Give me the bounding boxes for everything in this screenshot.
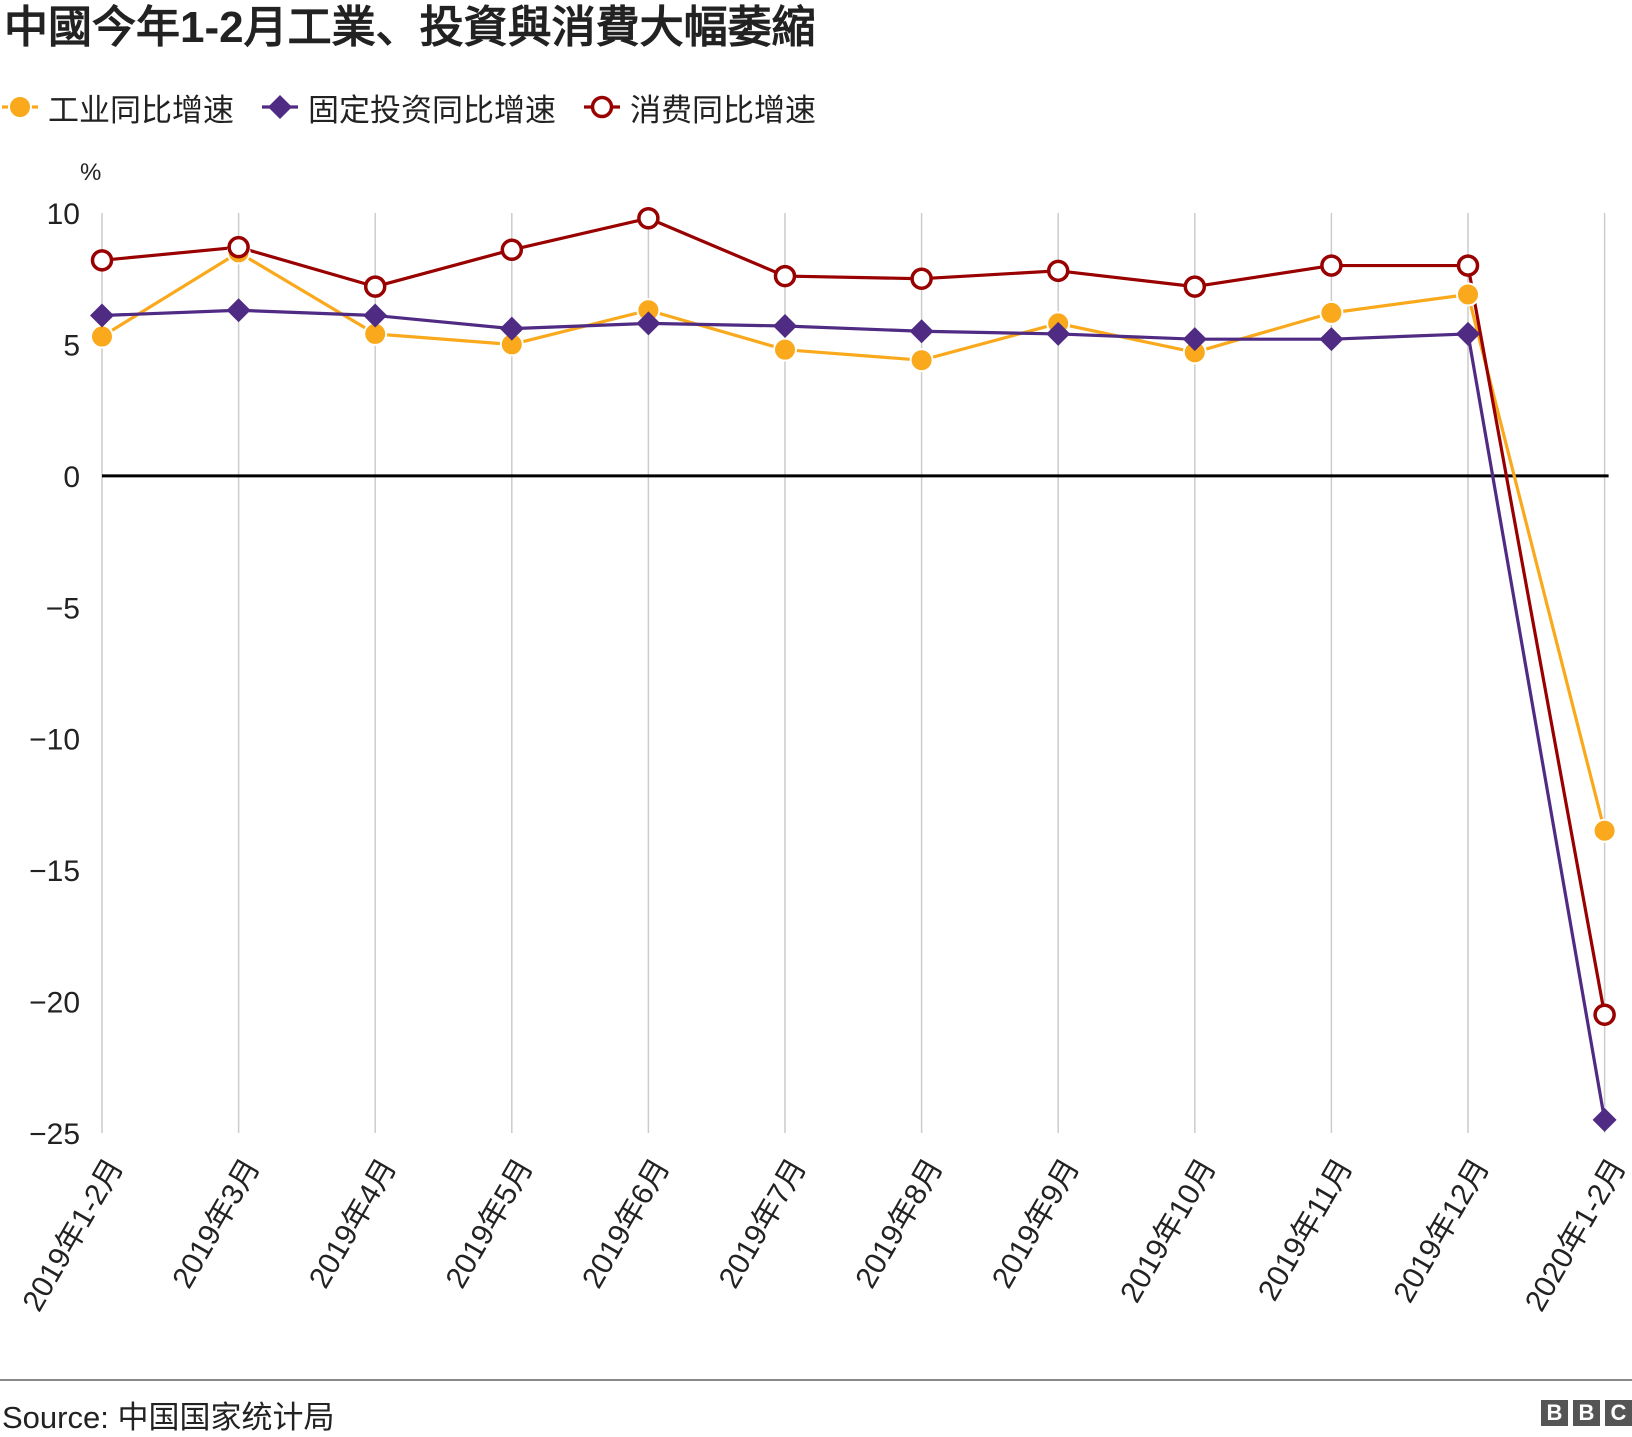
y-tick-label: 0 (63, 461, 80, 494)
bbc-logo-letter: B (1541, 1400, 1568, 1426)
legend-marker-icon (584, 95, 620, 119)
bbc-logo: B B C (1536, 1400, 1632, 1426)
data-point (590, 95, 614, 119)
data-point (90, 324, 114, 349)
legend-item: 工业同比增速 (0, 85, 234, 130)
x-tick-label: 2020年1-2月 (1519, 1153, 1632, 1317)
data-point (1046, 321, 1071, 346)
x-tick-label: 2019年1-2月 (16, 1153, 130, 1317)
bbc-logo-letter: C (1605, 1400, 1632, 1426)
legend: 工业同比增速 固定投资同比增速 消费同比增速 (0, 82, 842, 132)
data-point (1593, 1003, 1616, 1026)
data-point (773, 314, 797, 339)
x-tick-label: 2019年12月 (1387, 1153, 1496, 1308)
data-point (227, 235, 250, 259)
legend-label: 固定投资同比增速 (308, 92, 556, 128)
x-tick-label: 2019年7月 (713, 1153, 813, 1294)
data-point (1456, 254, 1480, 277)
y-tick-label: −5 (46, 592, 80, 625)
data-point (1592, 818, 1617, 843)
y-tick-label: −25 (29, 1118, 80, 1151)
data-point (1456, 282, 1480, 307)
x-tick-label: 2019年8月 (849, 1153, 949, 1294)
data-point (8, 95, 32, 119)
data-point (1456, 321, 1480, 346)
x-tick-label: 2019年6月 (576, 1153, 676, 1294)
x-tick-label: 2019年11月 (1252, 1153, 1360, 1306)
data-point (1319, 300, 1344, 325)
data-point (363, 303, 388, 328)
data-point (499, 316, 524, 341)
data-point (1320, 254, 1343, 277)
data-point (500, 238, 524, 262)
x-tick-label: 2019年4月 (303, 1153, 403, 1294)
data-point (636, 311, 661, 336)
data-point (90, 249, 114, 272)
y-tick-label: −10 (29, 724, 80, 757)
series-line (101, 308, 1607, 1121)
source-note: Source: 中国国家统计局 (2, 1400, 335, 1435)
x-tick-label: 2019年10月 (1114, 1153, 1223, 1308)
y-axis-unit-label: % (80, 159, 101, 186)
y-tick-label: 5 (63, 329, 80, 362)
data-point (773, 264, 797, 288)
series-line (101, 250, 1607, 832)
data-point (268, 95, 292, 119)
footer-divider (0, 1379, 1632, 1381)
data-point (637, 207, 660, 230)
legend-marker-icon (2, 95, 38, 119)
data-point (909, 319, 934, 344)
data-point (910, 267, 933, 290)
y-tick-label: 10 (47, 198, 80, 231)
y-tick-label: −15 (29, 855, 80, 888)
legend-label: 工业同比增速 (48, 92, 234, 128)
legend-item: 固定投资同比增速 (260, 85, 556, 130)
data-point (226, 298, 251, 323)
data-point (909, 348, 934, 373)
y-tick-label: −20 (29, 987, 80, 1020)
data-point (1319, 327, 1344, 352)
bbc-logo-letter: B (1573, 1400, 1600, 1426)
data-point (90, 303, 114, 328)
legend-item: 消费同比增速 (582, 85, 816, 130)
x-tick-label: 2019年9月 (986, 1153, 1086, 1294)
legend-label: 消费同比增速 (630, 92, 816, 128)
series-line (101, 216, 1607, 1016)
data-point (773, 337, 797, 362)
data-point (1183, 275, 1207, 298)
data-point (363, 275, 387, 298)
data-point (1182, 327, 1207, 352)
x-tick-label: 2019年3月 (166, 1153, 266, 1294)
data-point (1046, 259, 1070, 283)
legend-marker-icon (262, 95, 298, 119)
x-tick-label: 2019年5月 (440, 1153, 540, 1294)
chart-title: 中國今年1-2月工業、投資與消費大幅萎縮 (4, 3, 816, 52)
data-point (1592, 1107, 1617, 1132)
